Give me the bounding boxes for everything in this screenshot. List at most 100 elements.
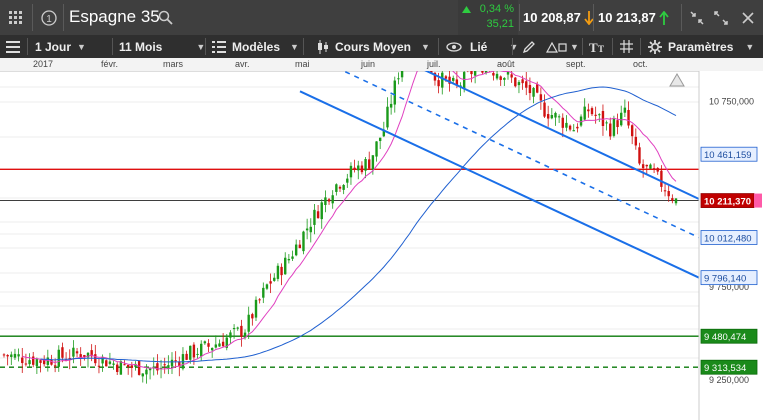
long-moving-average-line[interactable]	[40, 86, 677, 363]
period-select[interactable]: 11 Mois ▼	[119, 39, 206, 54]
candle	[309, 218, 312, 243]
candle	[35, 357, 39, 374]
candle	[452, 75, 455, 83]
grid-icon[interactable]	[0, 0, 32, 35]
candle	[273, 273, 276, 282]
svg-text:1: 1	[46, 14, 52, 25]
candle	[152, 357, 155, 376]
candle	[338, 185, 342, 192]
channel-upper-line[interactable]	[300, 71, 700, 200]
candle	[481, 71, 484, 74]
candle	[565, 115, 568, 132]
candle	[656, 167, 659, 175]
candle	[459, 82, 462, 96]
channel-mid-dashed-line[interactable]	[300, 71, 700, 239]
chevron-down-icon: ▼	[745, 41, 755, 52]
candle	[590, 106, 594, 117]
candle	[349, 162, 353, 185]
scroll-up-icon[interactable]	[669, 73, 685, 87]
candle	[305, 218, 309, 240]
candle	[163, 357, 166, 374]
price-tag: 9 796,140	[700, 270, 758, 286]
info-icon[interactable]: 1	[36, 0, 62, 35]
price-tick-label: 9 750,000	[709, 282, 749, 292]
close-icon[interactable]	[737, 0, 759, 35]
candle	[532, 86, 535, 104]
ask-price[interactable]: 10 213,87	[598, 0, 669, 35]
candle	[342, 183, 345, 195]
price-tag: 10 461,159	[700, 146, 758, 162]
link-select[interactable]: Lié ▼	[446, 35, 518, 58]
candle	[316, 204, 320, 219]
candle	[126, 364, 130, 375]
gridlines-icon[interactable]	[620, 35, 633, 58]
candle	[539, 87, 543, 110]
candle	[583, 98, 586, 121]
candle	[667, 184, 670, 202]
candle	[21, 347, 24, 373]
candle	[489, 71, 491, 73]
candle	[554, 111, 557, 126]
collapse-icon[interactable]	[686, 0, 708, 35]
candle	[510, 71, 513, 83]
price-tag-label: 10 211,370	[704, 197, 751, 208]
candle	[506, 71, 510, 80]
candle	[214, 335, 218, 349]
candle	[105, 359, 108, 367]
models-menu[interactable]: Modèles ▼	[212, 35, 299, 58]
candle	[6, 354, 9, 366]
search-icon[interactable]	[155, 0, 175, 35]
candle	[473, 71, 477, 84]
candle	[94, 345, 97, 366]
candle	[598, 113, 601, 122]
interval-select[interactable]: 1 Jour ▼	[35, 39, 86, 54]
month-label: août	[497, 59, 515, 69]
candle	[623, 99, 627, 117]
chevron-down-icon: ▼	[509, 41, 519, 52]
price-tag-label: 9 313,534	[704, 363, 746, 374]
candle	[400, 71, 404, 82]
list-icon	[212, 40, 226, 53]
candle	[320, 199, 323, 229]
candle	[148, 367, 152, 380]
candle	[72, 340, 75, 364]
pencil-icon[interactable]	[522, 35, 536, 58]
shapes-icon[interactable]	[546, 35, 568, 58]
month-label: juin	[361, 59, 376, 69]
candle	[397, 72, 400, 85]
candle	[57, 345, 60, 372]
chevron-down-icon[interactable]: ▼	[570, 41, 579, 52]
settings-menu[interactable]: Paramètres ▼	[648, 35, 754, 58]
candle	[313, 204, 316, 235]
candle	[660, 165, 663, 192]
candle	[353, 159, 356, 173]
candle	[576, 123, 579, 133]
candle	[137, 360, 141, 376]
candle	[514, 76, 517, 88]
candle	[2, 353, 6, 358]
candle	[389, 94, 393, 115]
short-moving-average-line[interactable]	[22, 71, 677, 370]
candle	[627, 101, 630, 129]
daily-change: 0,34 % 35,21	[458, 0, 518, 35]
change-percent: 0,34 %	[479, 3, 514, 15]
month-axis: 2017 févr. mars avr. mai juin juil. août…	[0, 58, 763, 72]
candle	[251, 312, 254, 326]
month-label: oct.	[633, 59, 648, 69]
candle	[236, 326, 239, 331]
expand-icon[interactable]	[710, 0, 732, 35]
price-type-select[interactable]: Cours Moyen ▼	[317, 35, 430, 58]
candle	[291, 250, 294, 262]
candle	[616, 113, 619, 135]
month-label: mai	[295, 59, 310, 69]
candle	[441, 71, 444, 95]
candle	[232, 324, 236, 339]
bid-price[interactable]: 10 208,87	[523, 0, 594, 35]
candle	[601, 104, 605, 136]
chevron-down-icon: ▼	[196, 41, 206, 52]
menu-icon[interactable]	[6, 35, 20, 58]
candle	[185, 350, 188, 361]
channel-lower-line[interactable]	[299, 90, 700, 279]
